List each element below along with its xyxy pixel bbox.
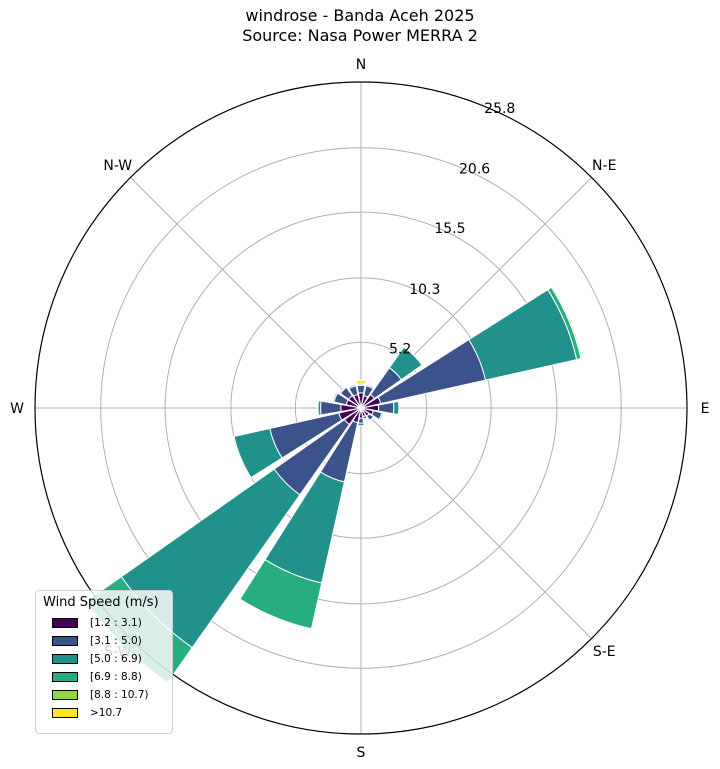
radial-tick-label: 20.6	[459, 162, 490, 178]
legend-item: [8.8 : 10.7)	[42, 686, 166, 704]
windrose-bar-SSW-bin3	[239, 558, 323, 630]
legend-item: [3.1 : 5.0)	[42, 632, 166, 650]
direction-label: S-E	[593, 644, 616, 660]
legend-label: [3.1 : 5.0)	[90, 635, 142, 647]
windrose-bar-N-bin1	[356, 384, 366, 394]
legend-swatch	[52, 690, 78, 700]
windrose-bar-SE-bin2	[369, 416, 375, 422]
windrose-bar-NNW-bin2	[347, 383, 357, 390]
direction-label: E	[701, 401, 710, 417]
radial-tick-label: 5.2	[389, 341, 411, 357]
legend-item: [6.9 : 8.8)	[42, 668, 166, 686]
legend: Wind Speed (m/s) [1.2 : 3.1) [3.1 : 5.0)…	[35, 590, 173, 734]
legend-label: [5.0 : 6.9)	[90, 653, 142, 665]
windrose-bar-NNE-bin2	[365, 383, 375, 390]
chart-subtitle: Source: Nasa Power MERRA 2	[242, 26, 478, 45]
legend-swatch	[52, 708, 78, 718]
windrose-bar-S-bin1	[357, 417, 365, 424]
windrose-bar-E-bin2	[392, 400, 400, 416]
legend-swatch	[52, 618, 78, 628]
legend-item: [5.0 : 6.9)	[42, 650, 166, 668]
legend-label: [6.9 : 8.8)	[90, 671, 142, 683]
legend-title: Wind Speed (m/s)	[43, 595, 159, 610]
windrose-bar-ENE-bin4	[550, 285, 583, 360]
legend-item: >10.7	[42, 704, 166, 722]
legend-swatch	[52, 654, 78, 664]
windrose-bar-S-bin2	[357, 422, 365, 427]
grid-spoke	[360, 407, 592, 639]
windrose-bar-WSW-bin2	[233, 427, 283, 479]
direction-label: W	[10, 401, 24, 417]
radial-tick-label: 10.3	[409, 282, 440, 298]
legend-swatch	[52, 636, 78, 646]
radial-tick-label: 15.5	[434, 221, 465, 237]
direction-label: N-E	[592, 158, 616, 174]
legend-label: >10.7	[90, 707, 123, 719]
direction-label: N-W	[103, 158, 132, 174]
legend-swatch	[52, 672, 78, 682]
polar-frame	[34, 81, 688, 735]
direction-label: N	[356, 57, 366, 73]
windrose-bar-W-bin2	[317, 400, 322, 416]
direction-label: S	[357, 745, 366, 761]
windrose-bar-NW-bin2	[338, 385, 348, 395]
windrose-bar-WNW-bin2	[332, 391, 339, 403]
windrose-bar-SSE-bin2	[362, 416, 369, 421]
windrose-bar-ESE-bin2	[378, 412, 384, 421]
windrose-bar-N-bin5	[355, 379, 367, 385]
legend-item: [1.2 : 3.1)	[42, 614, 166, 632]
legend-label: [1.2 : 3.1)	[90, 617, 142, 629]
grid-spoke	[130, 177, 362, 409]
chart-title: windrose - Banda Aceh 2025	[245, 6, 475, 25]
legend-label: [8.8 : 10.7)	[90, 689, 149, 701]
windrose-bar-NE-bin2	[388, 346, 423, 381]
radial-tick-label: 25.8	[484, 101, 515, 117]
